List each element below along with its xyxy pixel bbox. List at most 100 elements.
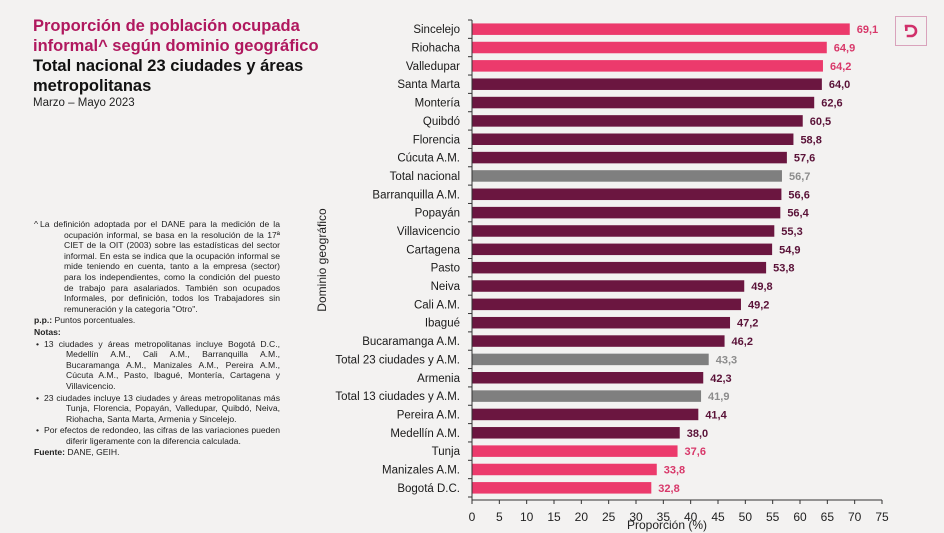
dane-logo: [895, 16, 927, 46]
value-label: 69,1: [857, 24, 878, 36]
x-tick-label: 60: [793, 510, 807, 524]
value-label: 64,2: [830, 61, 851, 73]
note-bullet-text: 23 ciudades incluye 13 ciudades y áreas …: [44, 392, 280, 424]
x-tick-label: 35: [657, 510, 671, 524]
pp-note: p.p.: Puntos porcentuales.: [34, 315, 280, 326]
value-label: 56,4: [787, 208, 809, 220]
bar: [472, 96, 815, 109]
bar: [472, 482, 652, 494]
note-bullet: • 23 ciudades incluye 13 ciudades y áreas…: [34, 393, 280, 425]
bullet-icon: •: [36, 425, 40, 436]
x-tick-label: 20: [575, 510, 589, 524]
note-bullet: • Por efectos de redondeo, las cifras de …: [34, 425, 280, 446]
title-block: Proporción de población ocupada informal…: [33, 16, 323, 109]
bar: [472, 225, 775, 237]
bar: [472, 206, 781, 219]
bar: [472, 427, 680, 439]
bar: [472, 60, 823, 72]
bar: [472, 463, 657, 476]
bar: [472, 151, 787, 164]
value-label: 38,0: [687, 428, 708, 440]
x-tick-label: 65: [821, 510, 835, 524]
x-axis-title: Proporción (%): [627, 518, 707, 532]
bar: [472, 23, 850, 35]
source-label: Fuente:: [34, 447, 66, 458]
value-label: 41,4: [705, 409, 727, 421]
value-label: 54,9: [779, 244, 800, 256]
category-label: Pasto: [431, 263, 460, 275]
category-label: Villavicencio: [397, 226, 460, 238]
note-bullet-text: Por efectos de redondeo, las cifras de l…: [44, 425, 280, 446]
value-label: 33,8: [664, 464, 685, 476]
category-label: Cartagena: [406, 244, 460, 256]
value-label: 32,8: [658, 483, 679, 495]
value-label: 56,7: [789, 171, 810, 183]
bar: [472, 243, 773, 256]
bullet-icon: •: [36, 338, 40, 349]
bar: [472, 408, 699, 421]
definition-note: ^ La definición adoptada por el DANE para…: [34, 219, 280, 314]
x-tick-label: 70: [848, 510, 862, 524]
category-label: Barranquilla A.M.: [372, 189, 460, 201]
x-tick-label: 10: [520, 510, 534, 524]
x-tick-label: 25: [602, 510, 616, 524]
x-tick-label: 15: [547, 510, 561, 524]
bar: [472, 133, 794, 145]
bar: [472, 316, 731, 329]
value-label: 49,8: [751, 281, 772, 293]
notas-heading: Notas:: [34, 326, 61, 337]
bar: [472, 298, 741, 311]
bar: [472, 261, 767, 274]
category-label: Total 23 ciudades y A.M.: [335, 354, 460, 366]
x-tick-label: 30: [629, 510, 643, 524]
category-label: Montería: [415, 98, 461, 110]
value-label: 37,6: [685, 446, 706, 458]
category-label: Cali A.M.: [414, 299, 460, 311]
category-label: Santa Marta: [397, 79, 460, 91]
bar: [472, 372, 704, 384]
value-label: 55,3: [781, 226, 802, 238]
category-label: Quibdó: [423, 116, 460, 128]
category-label: Popayán: [415, 208, 460, 220]
source-note: Fuente: DANE, GEIH.: [34, 447, 280, 458]
value-label: 64,9: [834, 43, 855, 55]
dane-d-logo-icon: [904, 24, 918, 38]
pp-text: Puntos porcentuales.: [52, 315, 136, 326]
x-tick-label: 40: [684, 510, 698, 524]
note-bullet-text: 13 ciudades y áreas metropolitanas inclu…: [44, 338, 280, 391]
chart-subtitle-line2: metropolitanas: [33, 77, 152, 95]
chart-title-line1: Proporción de población ocupada: [33, 17, 300, 35]
value-label: 64,0: [829, 79, 850, 91]
bar: [472, 353, 709, 366]
chart-subtitle-line1: Total nacional 23 ciudades y áreas: [33, 57, 304, 75]
category-label: Valledupar: [406, 61, 460, 73]
x-tick-label: 0: [469, 510, 476, 524]
category-label: Total nacional: [390, 171, 460, 183]
period-label: Marzo – Mayo 2023: [33, 97, 135, 109]
category-label: Tunja: [432, 446, 461, 458]
bar: [472, 390, 702, 402]
x-tick-label: 45: [711, 510, 725, 524]
caret-marker: ^: [34, 219, 39, 229]
category-label: Riohacha: [411, 43, 460, 55]
value-label: 62,6: [821, 98, 842, 110]
category-label: Total 13 ciudades y A.M.: [335, 391, 460, 403]
definition-text: La definición adoptada por el DANE para …: [40, 219, 280, 314]
x-tick-label: 75: [875, 510, 889, 524]
category-label: Sincelejo: [413, 24, 460, 36]
category-label: Florencia: [413, 134, 461, 146]
bar: [472, 335, 725, 347]
value-label: 57,6: [794, 153, 815, 165]
value-label: 56,6: [788, 189, 809, 201]
category-label: Cúcuta A.M.: [397, 153, 460, 165]
value-label: 49,2: [748, 299, 769, 311]
bar: [472, 115, 803, 127]
bar: [472, 188, 782, 201]
category-label: Bogotá D.C.: [397, 483, 460, 495]
category-label: Pereira A.M.: [397, 409, 460, 421]
note-bullet: • 13 ciudades y áreas metropolitanas incl…: [34, 339, 280, 392]
value-label: 60,5: [810, 116, 831, 128]
x-tick-label: 5: [496, 510, 503, 524]
value-label: 42,3: [710, 373, 731, 385]
